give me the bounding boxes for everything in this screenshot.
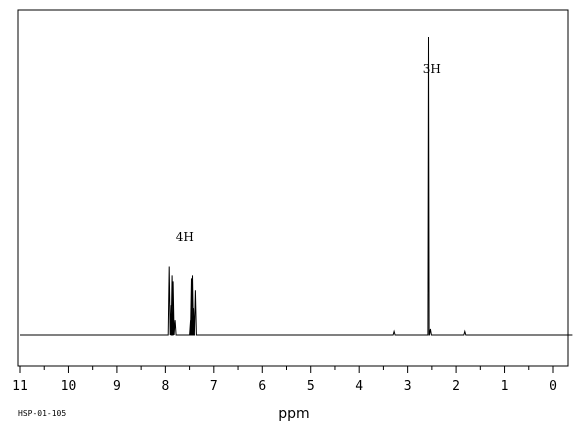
- x-tick-label: 10: [61, 379, 77, 394]
- x-tick-label: 6: [258, 379, 266, 394]
- x-tick-label: 7: [210, 379, 218, 394]
- x-axis-ticks: [19, 366, 554, 373]
- x-tick-label: 11: [12, 379, 28, 394]
- plot-frame: [17, 9, 569, 367]
- spectrum-trace: [20, 36, 573, 336]
- integration-labels: 4H 3H: [176, 62, 441, 244]
- spectrum-id-label: HSP-01-105: [18, 409, 66, 418]
- x-tick-label: 0: [549, 379, 557, 394]
- integration-label: 4H: [176, 230, 194, 244]
- x-tick-label: 8: [161, 379, 169, 394]
- x-tick-label: 9: [113, 379, 121, 394]
- x-tick-label: 2: [452, 379, 460, 394]
- x-tick-label: 5: [307, 379, 315, 394]
- x-tick-label: 4: [355, 379, 363, 394]
- x-axis-title: ppm: [278, 406, 309, 422]
- x-tick-label: 3: [404, 379, 412, 394]
- x-tick-label: 1: [501, 379, 509, 394]
- x-axis-tick-labels: 11 10 9 8 7 6 5 4 3 2 1 0: [12, 379, 557, 394]
- integration-label: 3H: [423, 62, 441, 76]
